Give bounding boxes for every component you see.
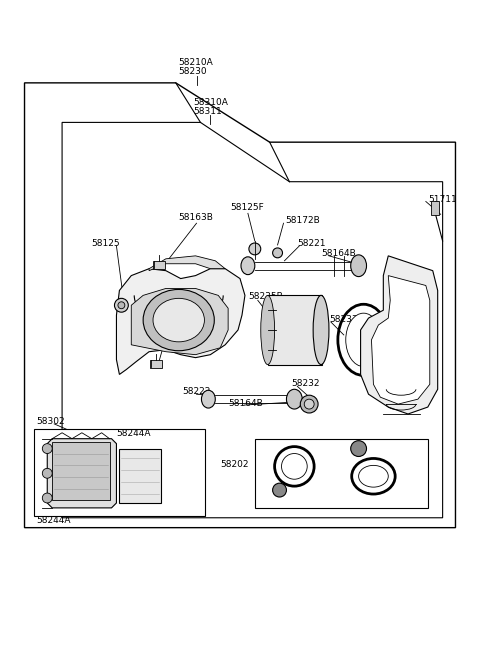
Bar <box>255 439 428 508</box>
Ellipse shape <box>118 302 125 309</box>
Polygon shape <box>117 269 245 375</box>
Text: 58235B: 58235B <box>248 292 283 301</box>
Ellipse shape <box>153 298 204 342</box>
Circle shape <box>42 493 52 503</box>
Circle shape <box>351 441 367 457</box>
Polygon shape <box>360 256 438 414</box>
Circle shape <box>42 443 52 453</box>
Ellipse shape <box>261 295 275 365</box>
Text: 58164B: 58164B <box>228 399 263 408</box>
Polygon shape <box>47 439 117 508</box>
Circle shape <box>42 468 52 478</box>
Ellipse shape <box>359 466 388 487</box>
Text: 58210A: 58210A <box>179 58 214 67</box>
Bar <box>35 429 205 515</box>
Text: 58244A: 58244A <box>117 429 151 438</box>
Text: 58125F: 58125F <box>230 204 264 212</box>
Text: 58221: 58221 <box>297 239 326 248</box>
Bar <box>150 360 162 367</box>
Text: 58311: 58311 <box>193 107 222 115</box>
Ellipse shape <box>273 248 283 258</box>
Text: 58163B: 58163B <box>179 214 214 222</box>
Ellipse shape <box>304 399 314 409</box>
Ellipse shape <box>241 257 255 274</box>
Ellipse shape <box>313 295 329 365</box>
Polygon shape <box>149 256 225 271</box>
Ellipse shape <box>346 313 381 367</box>
Text: 58125: 58125 <box>92 239 120 248</box>
Polygon shape <box>120 449 161 503</box>
Text: 58310A: 58310A <box>193 98 228 107</box>
Ellipse shape <box>114 298 128 312</box>
Polygon shape <box>131 288 228 354</box>
Polygon shape <box>52 441 109 500</box>
Text: 51711: 51711 <box>428 195 456 204</box>
Ellipse shape <box>287 389 302 409</box>
Polygon shape <box>372 276 430 404</box>
Text: 58233: 58233 <box>329 315 358 324</box>
Text: 58172B: 58172B <box>286 216 320 225</box>
Text: 58163B: 58163B <box>145 340 180 349</box>
Ellipse shape <box>143 290 214 350</box>
Text: 58202: 58202 <box>220 460 249 470</box>
Text: 58222: 58222 <box>183 387 211 396</box>
Ellipse shape <box>249 243 261 255</box>
Bar <box>153 261 165 269</box>
Circle shape <box>273 483 287 497</box>
Ellipse shape <box>281 453 307 479</box>
Text: 58302: 58302 <box>36 417 65 426</box>
Bar <box>431 202 439 215</box>
Ellipse shape <box>202 390 216 408</box>
Text: 58232: 58232 <box>291 379 320 388</box>
Ellipse shape <box>351 255 367 276</box>
Text: 58164B: 58164B <box>321 249 356 258</box>
Text: 58244A: 58244A <box>36 515 71 525</box>
Text: 58230: 58230 <box>179 67 207 76</box>
Bar <box>268 295 322 365</box>
Ellipse shape <box>300 395 318 413</box>
